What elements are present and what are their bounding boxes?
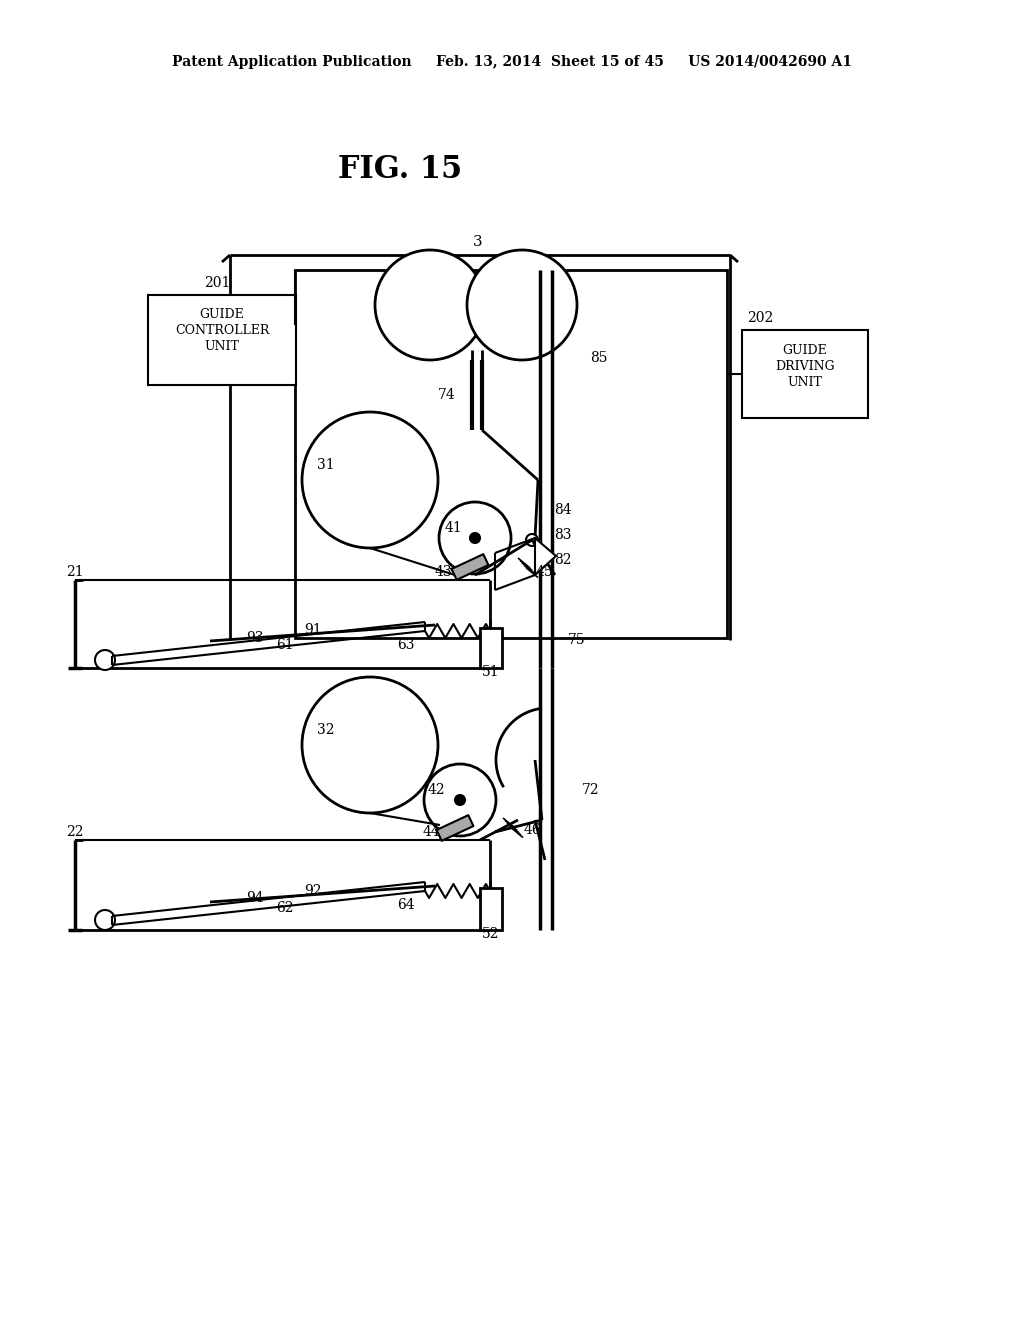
Text: 84: 84	[554, 503, 571, 517]
Text: 42: 42	[427, 783, 445, 797]
Circle shape	[302, 677, 438, 813]
Text: 62: 62	[276, 902, 294, 915]
Text: CONTROLLER: CONTROLLER	[175, 325, 269, 338]
Circle shape	[455, 795, 465, 805]
Circle shape	[526, 535, 538, 546]
Text: 31: 31	[317, 458, 335, 473]
Text: GUIDE: GUIDE	[782, 343, 827, 356]
Text: 41: 41	[444, 521, 462, 535]
Text: FIG. 15: FIG. 15	[338, 154, 462, 186]
Circle shape	[439, 502, 511, 574]
Text: 83: 83	[554, 528, 571, 543]
Bar	[148, 294, 296, 385]
Circle shape	[302, 412, 438, 548]
Circle shape	[95, 909, 115, 931]
Polygon shape	[436, 816, 473, 841]
Bar	[480, 628, 502, 668]
Text: 201: 201	[204, 276, 230, 290]
Text: 85: 85	[590, 351, 607, 366]
Text: 32: 32	[317, 723, 335, 737]
Bar	[295, 271, 727, 638]
Text: 61: 61	[276, 638, 294, 652]
Polygon shape	[452, 554, 488, 579]
Circle shape	[95, 649, 115, 671]
Text: 43: 43	[434, 565, 452, 579]
Text: 51: 51	[482, 665, 500, 678]
Text: 72: 72	[582, 783, 600, 797]
Text: 82: 82	[554, 553, 571, 568]
Text: 3: 3	[473, 235, 482, 249]
Text: 75: 75	[568, 634, 586, 647]
Text: 44: 44	[422, 825, 440, 840]
Text: UNIT: UNIT	[205, 341, 240, 354]
Circle shape	[424, 764, 496, 836]
Text: UNIT: UNIT	[787, 375, 822, 388]
Text: 22: 22	[67, 825, 84, 840]
Circle shape	[375, 249, 485, 360]
Text: 45: 45	[536, 565, 554, 579]
Text: 92: 92	[304, 884, 322, 898]
Circle shape	[467, 249, 577, 360]
Text: 74: 74	[438, 388, 456, 403]
Text: DRIVING: DRIVING	[775, 359, 835, 372]
Text: 64: 64	[397, 898, 415, 912]
Text: 52: 52	[482, 927, 500, 941]
Bar	[742, 330, 868, 418]
Polygon shape	[535, 539, 556, 576]
Text: Patent Application Publication     Feb. 13, 2014  Sheet 15 of 45     US 2014/004: Patent Application Publication Feb. 13, …	[172, 55, 852, 69]
Text: 202: 202	[746, 312, 773, 325]
Text: 46: 46	[524, 822, 542, 837]
Bar	[480, 888, 502, 931]
Text: 21: 21	[67, 565, 84, 579]
Text: 63: 63	[397, 638, 415, 652]
Text: GUIDE: GUIDE	[200, 309, 245, 322]
Text: 93: 93	[246, 631, 264, 645]
Circle shape	[470, 533, 480, 543]
Text: 94: 94	[246, 891, 264, 906]
Text: 91: 91	[304, 623, 322, 638]
